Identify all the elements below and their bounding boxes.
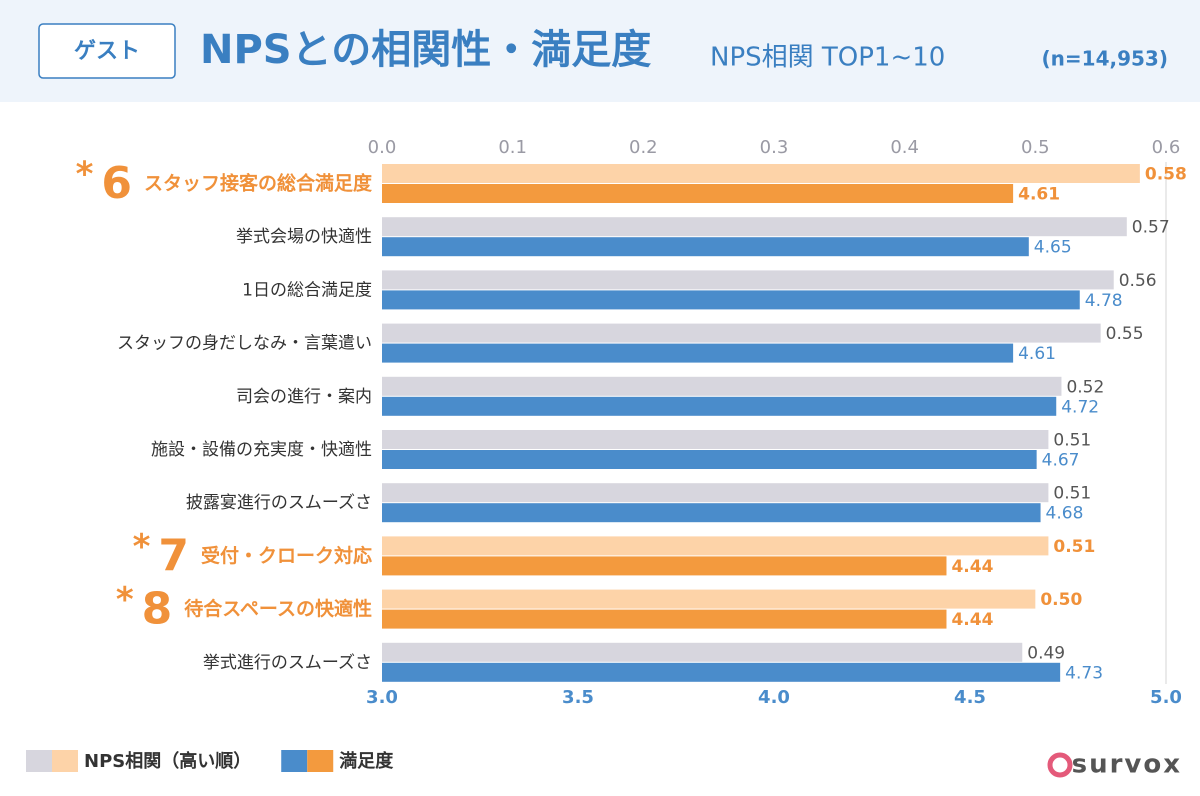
value-label: 0.50: [1040, 590, 1082, 610]
bar: [382, 503, 1041, 523]
value-label: 4.67: [1042, 451, 1080, 471]
subtitle: NPS相関 TOP1~10: [710, 43, 945, 73]
bar: [382, 217, 1127, 237]
category-mark-number: 8: [142, 584, 173, 635]
logo: survox: [1072, 750, 1182, 780]
bar: [382, 290, 1080, 310]
bar: [382, 237, 1029, 257]
value-label: 0.51: [1053, 431, 1091, 451]
category-label: 披露宴進行のスムーズさ: [186, 493, 372, 513]
category-mark-symbol: *: [116, 580, 134, 620]
category-mark-symbol: *: [133, 527, 151, 567]
top-tick-label: 0.6: [1152, 137, 1181, 158]
value-label: 4.78: [1085, 291, 1123, 311]
category-mark-number: 6: [101, 158, 132, 209]
value-label: 4.68: [1046, 504, 1084, 524]
bar: [382, 589, 1036, 609]
bar: [382, 430, 1049, 449]
bar: [382, 556, 947, 576]
legend-swatch-highlight: [52, 750, 78, 772]
category-label: 施設・設備の充実度・快適性: [151, 440, 372, 460]
value-label: 4.44: [951, 610, 993, 630]
top-tick-label: 0.4: [890, 137, 919, 158]
bar: [382, 450, 1037, 469]
legend-swatch-highlight: [307, 750, 334, 772]
bar: [382, 376, 1062, 396]
bar: [382, 609, 947, 629]
bar: [382, 536, 1049, 556]
logo-ring: [1047, 752, 1073, 778]
top-tick-label: 0.5: [1021, 137, 1050, 158]
bottom-tick-label: 4.5: [954, 687, 986, 708]
bar: [382, 396, 1057, 416]
category-label: 待合スペースの快適性: [184, 597, 372, 620]
value-label: 0.57: [1132, 218, 1170, 238]
top-tick-label: 0.0: [368, 137, 397, 158]
value-label: 4.73: [1065, 663, 1103, 683]
bar: [382, 270, 1114, 290]
category-label: 挙式会場の快適性: [236, 227, 372, 247]
value-label: 0.51: [1053, 484, 1091, 504]
category-label: スタッフ接客の総合満足度: [144, 172, 373, 195]
bar: [382, 184, 1014, 203]
value-label: 0.52: [1066, 377, 1104, 397]
legend-swatch: [26, 750, 52, 772]
value-label: 4.65: [1034, 238, 1072, 258]
bar: [382, 164, 1140, 183]
value-label: 4.44: [951, 557, 993, 577]
value-label: 4.61: [1018, 344, 1056, 364]
value-label: 0.51: [1053, 537, 1095, 557]
legend-swatch: [281, 750, 308, 772]
badge-box: [38, 23, 176, 79]
top-tick-label: 0.1: [498, 137, 527, 158]
value-label: 0.58: [1145, 165, 1187, 185]
value-label: 4.61: [1018, 185, 1060, 205]
category-label: スタッフの身だしなみ・言葉遣い: [117, 334, 372, 354]
value-label: 0.49: [1027, 643, 1065, 663]
category-mark-number: 7: [158, 530, 189, 581]
category-label: 挙式進行のスムーズさ: [203, 653, 372, 673]
category-label: 1日の総合満足度: [242, 280, 372, 300]
value-label: 4.72: [1061, 397, 1099, 417]
bottom-tick-label: 3.0: [366, 687, 398, 708]
bottom-tick-label: 4.0: [758, 687, 790, 708]
value-label: 0.55: [1106, 324, 1144, 344]
top-tick-label: 0.2: [629, 137, 658, 158]
sample-note: (n=14,953): [1042, 47, 1168, 71]
legend-label: 満足度: [339, 750, 394, 772]
bar: [382, 483, 1049, 503]
badge: ゲスト: [74, 39, 140, 64]
bottom-tick-label: 5.0: [1150, 687, 1182, 708]
bar: [382, 642, 1023, 662]
top-tick-label: 0.3: [760, 137, 789, 158]
header-band: [0, 0, 1200, 102]
category-label: 司会の進行・案内: [236, 387, 372, 407]
category-label: 受付・クローク対応: [201, 544, 372, 567]
bar: [382, 343, 1014, 363]
value-label: 0.56: [1119, 271, 1157, 291]
title: NPSとの相関性・満足度: [200, 27, 651, 73]
category-mark-symbol: *: [76, 155, 94, 195]
legend-label: NPS相関（高い順）: [84, 750, 251, 772]
bottom-tick-label: 3.5: [562, 687, 594, 708]
bar: [382, 662, 1061, 682]
bar: [382, 323, 1101, 343]
